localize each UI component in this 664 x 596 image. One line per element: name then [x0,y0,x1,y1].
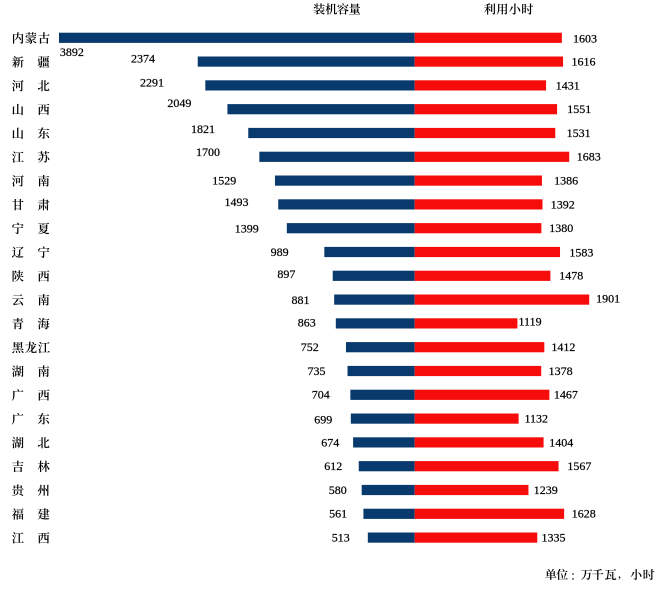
svg-text:1616: 1616 [572,55,596,69]
svg-text:1529: 1529 [212,174,236,188]
svg-text:1335: 1335 [542,531,566,545]
svg-text:735: 735 [308,364,326,378]
svg-text:561: 561 [329,507,347,521]
svg-text:989: 989 [271,245,289,259]
svg-text:1551: 1551 [567,102,591,116]
svg-text:881: 881 [292,293,310,307]
svg-text:704: 704 [312,388,330,402]
svg-text:1431: 1431 [556,78,580,92]
svg-text:3892: 3892 [60,45,84,59]
svg-text:1493: 1493 [225,195,249,209]
svg-text:612: 612 [324,459,342,473]
svg-text:1603: 1603 [573,32,597,46]
svg-text:1404: 1404 [549,435,573,449]
svg-text:1700: 1700 [196,145,220,159]
svg-text:1583: 1583 [569,245,593,259]
svg-text:1683: 1683 [577,150,601,164]
svg-text:513: 513 [332,531,350,545]
svg-text:1119: 1119 [519,314,542,328]
svg-text:1567: 1567 [567,459,591,473]
svg-text:674: 674 [321,436,339,450]
svg-text:752: 752 [301,340,319,354]
svg-text:580: 580 [329,483,347,497]
svg-text:1399: 1399 [235,221,259,235]
svg-text:863: 863 [298,316,316,330]
svg-text:1628: 1628 [572,507,596,521]
svg-text:1132: 1132 [525,412,549,426]
svg-text:1821: 1821 [191,122,215,136]
svg-text:1467: 1467 [554,388,578,402]
svg-text:1392: 1392 [551,197,575,211]
svg-text:1531: 1531 [567,126,591,140]
svg-text:1378: 1378 [549,364,573,378]
svg-text:2049: 2049 [167,96,191,110]
svg-text:2374: 2374 [131,51,155,65]
svg-text:699: 699 [314,412,332,426]
svg-text:1239: 1239 [534,483,558,497]
svg-text:897: 897 [277,267,295,281]
svg-text:1478: 1478 [559,269,583,283]
svg-text:1386: 1386 [554,174,578,188]
svg-text:1380: 1380 [549,221,573,235]
svg-text:2291: 2291 [140,76,164,90]
svg-text:1901: 1901 [596,291,620,305]
svg-text:1412: 1412 [551,340,575,354]
